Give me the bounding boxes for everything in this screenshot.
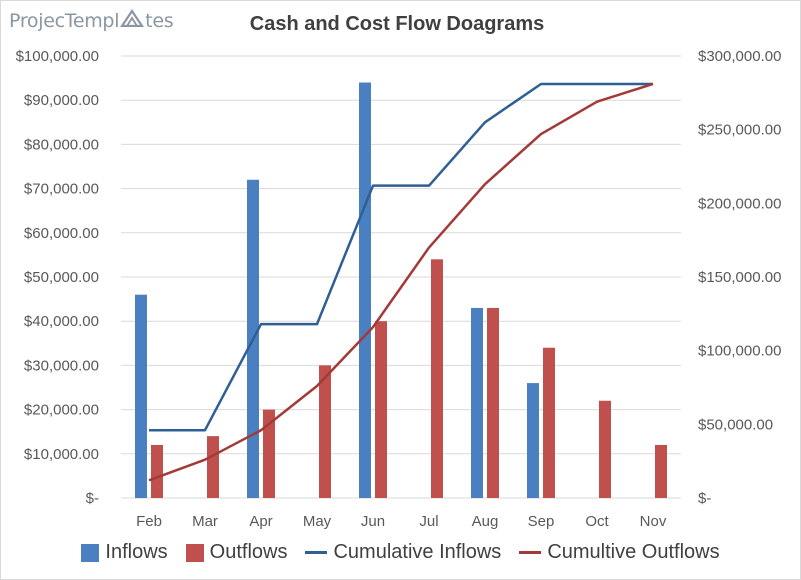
y-left-tick-label: $40,000.00 xyxy=(24,313,99,330)
lines-layer xyxy=(148,82,654,482)
x-tick-label: May xyxy=(303,513,332,530)
legend-swatch-cumulative-outflows xyxy=(519,551,542,554)
logo-text-end: tes xyxy=(145,9,174,32)
y-right-tick-label: $300,000.00 xyxy=(698,48,781,65)
inflows-bar xyxy=(527,383,539,498)
y-left-tick-label: $80,000.00 xyxy=(24,136,99,153)
inflows-bar xyxy=(359,82,371,499)
legend-label-cumulative-inflows: Cumulative Inflows xyxy=(333,541,502,563)
y-left-tick-label: $70,000.00 xyxy=(24,181,99,198)
grid-layer xyxy=(121,55,681,499)
y-right-tick-label: $100,000.00 xyxy=(698,343,781,360)
x-tick-label: Jul xyxy=(419,513,438,530)
logo-mark-icon xyxy=(120,9,145,32)
legend-swatch-cumulative-inflows xyxy=(305,551,328,554)
x-tick-label: Oct xyxy=(585,513,609,530)
x-tick-label: Sep xyxy=(528,513,555,530)
outflows-bar xyxy=(207,436,219,498)
y-left-tick-label: $50,000.00 xyxy=(24,269,99,286)
legend-swatch-outflows xyxy=(185,543,204,562)
inflows-bar xyxy=(471,307,483,498)
logo-text-start: ProjecTempl xyxy=(9,9,120,32)
y-left-tick-label: $60,000.00 xyxy=(24,225,99,242)
outflows-bar xyxy=(487,307,499,498)
x-tick-label: Feb xyxy=(136,513,162,530)
y-right-tick-label: $50,000.00 xyxy=(698,416,773,433)
outflows-bar xyxy=(319,365,331,498)
y-right-tick-label: $200,000.00 xyxy=(698,195,781,212)
y-left-tick-label: $90,000.00 xyxy=(24,92,99,109)
x-tick-label: Apr xyxy=(249,513,272,530)
y-left-tick-label: $20,000.00 xyxy=(24,402,99,419)
outflows-bar xyxy=(543,347,555,498)
y-right-tick-label: $250,000.00 xyxy=(698,122,781,139)
legend-label-inflows: Inflows xyxy=(105,541,168,563)
y-left-tick-label: $10,000.00 xyxy=(24,446,99,463)
legend-item-cumulative-inflows: Cumulative Inflows xyxy=(305,541,501,564)
logo: ProjecTempl tes xyxy=(9,9,174,32)
x-tick-label: Nov xyxy=(640,513,667,530)
outflows-bar xyxy=(655,444,667,498)
cumulative-outflows-line xyxy=(148,82,654,482)
y-left-tick-label: $- xyxy=(86,490,99,507)
outflows-bar xyxy=(431,259,443,498)
ticks-layer: $- $10,000.00 $20,000.00 $30,000.00 $40,000.… xyxy=(16,48,782,530)
legend: Inflows Outflows Cumulative Inflows Cumu… xyxy=(1,541,800,564)
x-tick-label: Aug xyxy=(472,513,499,530)
legend-label-outflows: Outflows xyxy=(209,541,288,563)
chart-title: Cash and Cost Flow Doagrams xyxy=(250,13,545,35)
cumulative-inflows-line xyxy=(149,82,653,432)
y-left-tick-label: $100,000.00 xyxy=(16,48,99,65)
legend-item-outflows: Outflows xyxy=(185,541,288,564)
outflows-bar xyxy=(599,400,611,498)
outflows-bar xyxy=(151,444,163,498)
outflows-bar xyxy=(375,321,387,498)
y-left-tick-label: $30,000.00 xyxy=(24,357,99,374)
inflows-bar xyxy=(135,294,147,498)
legend-item-inflows: Inflows xyxy=(81,541,168,564)
legend-label-cumulative-outflows: Cumultive Outflows xyxy=(547,541,720,563)
legend-swatch-inflows xyxy=(81,543,100,562)
x-tick-label: Jun xyxy=(361,513,385,530)
y-right-tick-label: $150,000.00 xyxy=(698,269,781,286)
x-tick-label: Mar xyxy=(192,513,218,530)
legend-item-cumulative-outflows: Cumultive Outflows xyxy=(519,541,720,564)
outflows-bar xyxy=(263,409,275,498)
y-right-tick-label: $- xyxy=(698,490,711,507)
